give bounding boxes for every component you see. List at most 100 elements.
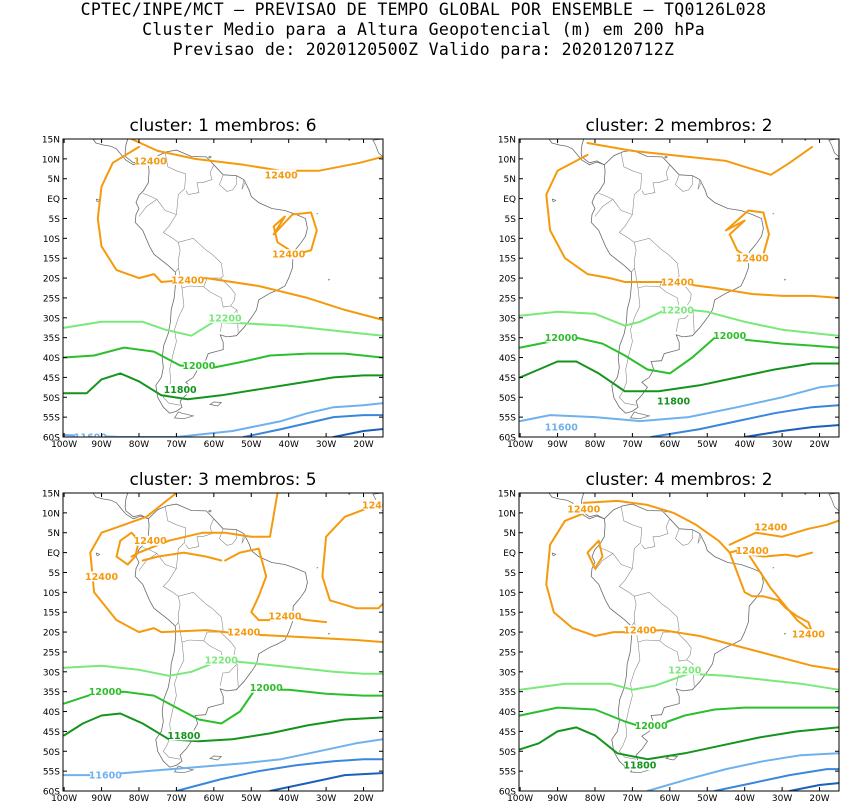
contour-12400 [89,493,178,634]
contour-label-bg [269,611,300,622]
panel-title: cluster: 3 membros: 5 [129,470,316,490]
contour-label: 12400 [567,504,600,515]
map-content: 12400 12400 12400 12400 12400 12200 12000 12000… [63,493,383,791]
lat-label: 5N [504,529,516,539]
contour-label-bg [662,277,693,288]
lat-label: 55S [499,768,516,778]
contour-label-bg [755,521,786,532]
header-line-1: CPTEC/INPE/MCT – PREVISAO DE TEMPO GLOBA… [80,0,767,19]
lat-label: EQ [47,195,60,205]
lon-label: 40W [735,440,755,450]
lat-label: 25S [43,294,60,304]
country-border [634,591,680,643]
country-border [142,506,187,569]
contour-label: 12000 [713,331,746,342]
contour-label: 11800 [164,385,197,396]
contour-12400 [586,142,814,176]
lat-label: 60S [499,788,516,798]
contour-label-bg [714,330,745,341]
lat-label: 60S [499,434,516,444]
map-panel-3: cluster: 3 membros: 51240012400124001240… [42,470,384,803]
lon-label: 90W [91,440,111,450]
contour-12400 [115,531,140,566]
country-border [162,287,185,406]
contour-label-bg [135,535,166,546]
lat-label: 30S [43,668,60,678]
island-outline [663,155,668,159]
lon-label: 80W [585,440,605,450]
lon-label: 50W [241,794,261,803]
country-border [697,533,702,544]
country-border [692,309,695,333]
lon-label: 70W [622,440,642,450]
contour-label-bg [737,253,768,264]
map-frame [518,492,840,792]
lon-label: 60W [204,794,224,803]
map-frame [62,138,384,438]
contour-11600 [63,402,383,437]
contour-12400 [160,629,383,643]
contour-label: 12400 [268,612,301,623]
island-outline [828,139,839,158]
lat-label: 25S [499,294,516,304]
lon-label: 40W [735,794,755,803]
lat-label: 40S [499,708,516,718]
coastline-central-america [548,139,605,166]
lat-label: 5N [504,175,516,185]
lat-label: 10N [498,509,516,519]
contour-label: 11800 [623,761,656,772]
contour-11200 [743,424,839,437]
contour-label-bg [737,545,768,556]
contour-11600 [646,752,839,791]
lat-label: 15N [498,490,516,500]
lat-label: 15S [43,609,60,619]
lat-label: 10N [42,509,60,519]
header-line-3: Previsao de: 2020120500Z Valido para: 20… [172,40,675,59]
lon-label: 30W [772,794,792,803]
contour-12400 [141,551,223,562]
contour-label: 12400 [736,546,769,557]
coastline-central-america-east [124,493,149,520]
lat-label: 15S [499,255,516,265]
contour-label-bg [228,627,259,638]
lon-label: 70W [622,794,642,803]
lat-label: 40S [43,708,60,718]
map-content: 12400 12400 12400 12400 12200 12000 11800 11600 [63,139,383,437]
panel-title: cluster: 1 membros: 6 [129,116,316,136]
island-outline [784,278,787,281]
lon-label: 30W [316,440,336,450]
lat-label: 35S [499,688,516,698]
contour-label: 12400 [272,250,305,261]
country-border [641,164,671,195]
island-outline [665,755,679,761]
island-outline [209,755,223,761]
lat-label: 55S [499,414,516,424]
contour-label-bg [669,664,700,675]
contour-label-bg [183,360,214,371]
island-outline [551,198,557,203]
lat-label: 35S [43,334,60,344]
contour-label: 11800 [657,397,690,408]
contour-12400 [545,153,626,283]
lon-label: 40W [279,440,299,450]
coastline-central-america [92,493,149,520]
lat-label: 10S [43,235,60,245]
lat-label: 10S [499,235,516,245]
lon-label: 50W [697,440,717,450]
lat-label: 25S [43,648,60,658]
country-border [178,591,224,643]
island-outline [784,632,787,635]
country-border [641,518,671,549]
lat-label: 45S [43,374,60,384]
lon-label: 100W [507,794,533,803]
contour-label: 12000 [250,683,283,694]
lat-label: 5S [505,569,517,579]
contour-label-bg [168,730,199,741]
lat-label: 25S [499,648,516,658]
contour-11400 [713,768,839,791]
contour-12000 [63,688,383,725]
contour-label-bg [251,682,282,693]
contour-label: 12000 [89,687,122,698]
lon-label: 30W [772,440,792,450]
